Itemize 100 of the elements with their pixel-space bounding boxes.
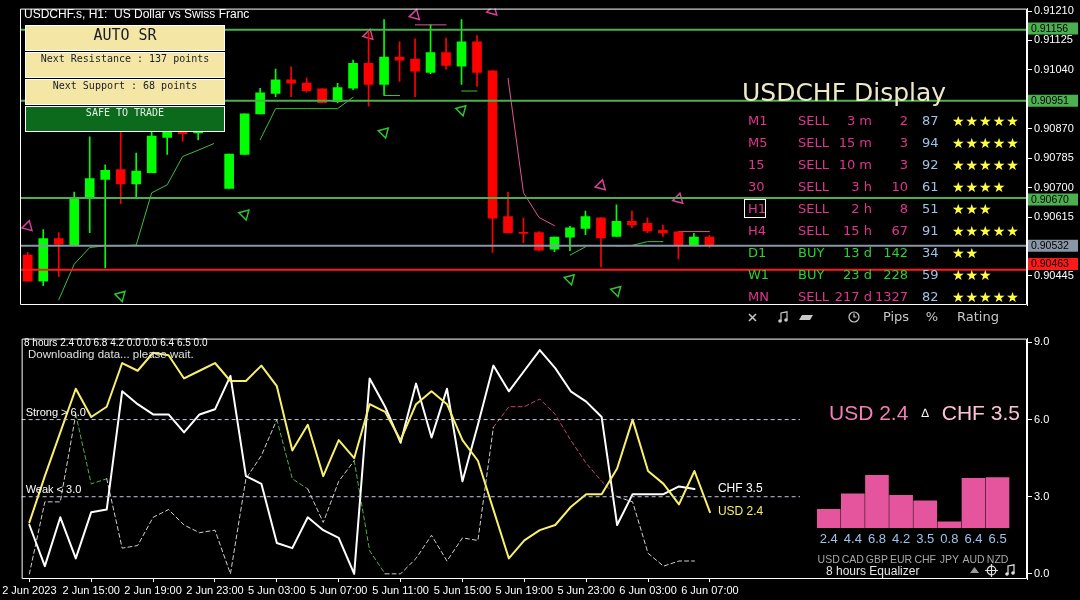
x-tick-label: EUR <box>890 553 913 566</box>
annotation: Next Resistance : 137 points <box>25 52 225 78</box>
point <box>408 8 421 21</box>
annotation: 10 m <box>838 156 872 173</box>
annotation: Next Support : 68 points <box>25 79 225 105</box>
data-label: 6.5 <box>988 530 1007 546</box>
annotation: 34 <box>922 245 939 262</box>
y-tick-label: 0.90445 <box>1034 268 1074 281</box>
text: % <box>925 309 939 325</box>
annotation: 8 <box>899 200 908 217</box>
ref-line-label: 0.91156 <box>1031 21 1069 34</box>
text: Rating <box>957 309 999 325</box>
x-tick-label: 6 Jun 07:00 <box>681 583 739 596</box>
annotation: 3 m <box>846 112 872 129</box>
ref-line-label: 0.90670 <box>1031 193 1070 206</box>
candlestick <box>84 136 95 233</box>
x-tick-label: 2 Jun 19:00 <box>124 583 182 596</box>
point <box>377 127 390 139</box>
annotation: ★★★★★ <box>952 134 1020 151</box>
data-label: 6.8 <box>867 530 886 546</box>
data-label: 4.2 <box>892 530 911 546</box>
annotation: M5 <box>748 134 768 151</box>
annotation: SELL <box>798 289 829 306</box>
annotation: ★★★★★ <box>952 289 1020 306</box>
annotation: 2 h <box>851 200 872 217</box>
x-tick-label: CHF <box>914 553 937 566</box>
y-tick-label: 9.0 <box>1034 335 1050 348</box>
annotation: 92 <box>922 156 939 173</box>
candlestick <box>53 232 64 277</box>
data-label: 0.8 <box>940 530 959 546</box>
annotation: SELL <box>798 112 829 129</box>
y-tick-label: 0.90700 <box>1034 180 1074 193</box>
candlestick <box>627 210 637 229</box>
series-label: CHF 3.5 <box>717 481 763 496</box>
point <box>609 285 622 298</box>
annotation: D1 <box>748 245 767 262</box>
annotation: 1327 <box>874 289 908 306</box>
annotation: 2 <box>899 112 908 129</box>
annotation: 3 h <box>851 178 872 195</box>
annotation: 142 <box>883 245 908 262</box>
candlestick <box>410 38 420 97</box>
annotation: 13 d <box>843 245 872 262</box>
candlestick <box>658 224 668 237</box>
y-tick-label: 0.91040 <box>1034 62 1074 75</box>
point <box>21 219 33 232</box>
point <box>238 209 250 221</box>
annotation: 59 <box>922 267 939 284</box>
candlestick <box>100 164 111 269</box>
annotation: ★★★★★ <box>952 112 1020 129</box>
chart-title: 8 hours 2.4 0.0 6.8 4.2 0.0 0.0 6.4 6.5 0.0 <box>24 337 208 348</box>
annotation: 15 h <box>843 223 872 239</box>
annotation: SELL <box>798 178 829 195</box>
x-tick-label: NZD <box>986 553 1009 566</box>
text: Pips <box>882 309 910 325</box>
point <box>594 178 606 191</box>
annotation: CHF 3.5 <box>941 401 1020 424</box>
series-label: USD 2.4 <box>717 504 764 519</box>
y-tick-label: 0.90870 <box>1034 121 1074 134</box>
point <box>671 192 684 205</box>
annotation: ★★★ <box>952 267 993 284</box>
data-label: 3.5 <box>916 530 935 546</box>
data-label: 2.4 <box>819 530 838 546</box>
ref-line-label: 0.90532 <box>1031 239 1070 252</box>
y-tick-label: 6.0 <box>1034 412 1050 425</box>
annotation: 23 d <box>843 267 872 284</box>
annotation: 15 m <box>838 134 872 151</box>
annotation: ∆ <box>921 405 929 420</box>
ref-line-label: Strong > 6.0 <box>25 406 86 419</box>
annotation: USD 2.4 <box>829 401 909 424</box>
annotation: 3 <box>899 156 908 173</box>
x-tick-label: 6 Jun 03:00 <box>619 583 677 596</box>
x-tick-label: USD <box>817 553 841 566</box>
annotation: ★★★★★ <box>952 156 1020 173</box>
point <box>362 28 374 40</box>
ref-line-label: 0.90463 <box>1031 257 1070 270</box>
ref-line-label: 0.90951 <box>1031 94 1070 107</box>
x-tick-label: 2 Jun 15:00 <box>62 583 120 596</box>
point <box>563 274 575 286</box>
annotation: 15 <box>748 156 765 173</box>
x-tick-label: 5 Jun 11:00 <box>372 583 429 596</box>
annotation: SELL <box>798 223 829 239</box>
annotation: 94 <box>922 134 939 151</box>
annotation: ★★★★ <box>952 178 1007 195</box>
data-label: 4.4 <box>843 530 862 546</box>
annotation: ★★★★★ <box>952 223 1020 239</box>
x-tick-label: 5 Jun 19:00 <box>495 583 554 596</box>
annotation: 87 <box>922 112 939 129</box>
annotation: BUY <box>798 267 825 284</box>
annotation: MN <box>748 289 769 306</box>
annotation: W1 <box>748 267 770 284</box>
annotation: 10 <box>891 178 908 195</box>
annotation: H4 <box>748 223 767 239</box>
text: 8 hours Equalizer <box>826 564 920 578</box>
x-tick-label: CAD <box>841 553 865 566</box>
text: USDCHF Display <box>742 78 947 108</box>
annotation: ★★ <box>952 245 980 262</box>
annotation: ★★★ <box>952 200 993 217</box>
x-tick-label: 2 Jun 2023 <box>2 583 57 596</box>
annotation: M1 <box>748 112 768 129</box>
x-tick-label: GBP <box>865 553 889 566</box>
